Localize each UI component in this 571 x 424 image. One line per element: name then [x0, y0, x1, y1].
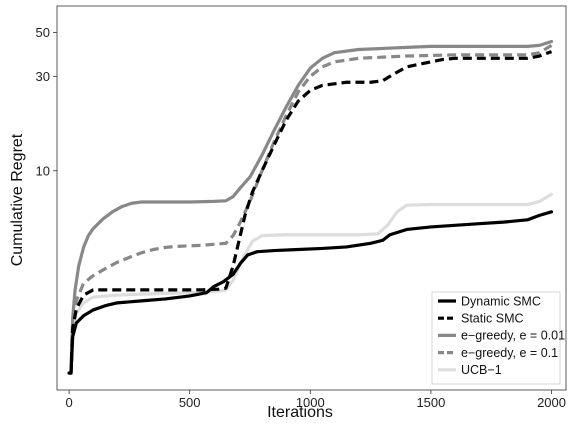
x-tick-label: 1500 [416, 395, 445, 410]
legend-label-4: e−greedy, e = 0.1 [461, 346, 558, 360]
series-line-2 [69, 50, 553, 375]
legend-label-2: Static SMC [461, 312, 524, 326]
legend-label-3: e−greedy, e = 0.01 [461, 329, 565, 343]
axes-layer: 0 500 1000 1500 2000 10 30 50 [36, 25, 566, 410]
y-tick-label: 10 [36, 163, 50, 178]
series-line-3 [67, 39, 554, 375]
x-axis-title: Iterations [267, 404, 333, 419]
y-axis-title: Cumulative Regret [9, 133, 26, 266]
x-tick-label: 0 [65, 395, 72, 410]
legend-label-5: UCB−1 [461, 363, 502, 377]
series-line-5 [67, 192, 554, 375]
y-tick-label: 50 [36, 25, 50, 40]
x-tick-label: 1000 [296, 395, 325, 410]
x-tick-label: 500 [179, 395, 201, 410]
series-layer [67, 39, 554, 375]
legend-label-1: Dynamic SMC [461, 294, 541, 308]
y-tick-label: 30 [36, 69, 50, 84]
series-line-4 [69, 44, 553, 375]
x-tick-label: 2000 [537, 395, 566, 410]
series-line-1 [67, 210, 554, 375]
legend: Dynamic SMC Static SMC e−greedy, e = 0.01 e… [431, 291, 565, 385]
